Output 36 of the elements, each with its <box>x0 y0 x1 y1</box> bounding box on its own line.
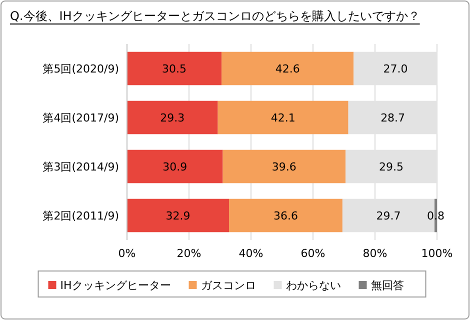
y-tick-label: 第2回(2011/9) <box>42 210 119 222</box>
bar <box>222 150 346 184</box>
data-label: 42.1 <box>270 112 296 124</box>
x-tick-label: 0% <box>118 247 136 260</box>
data-label: 36.6 <box>273 210 298 222</box>
legend-label: わからない <box>286 279 341 292</box>
legend-label: IHクッキングヒーター <box>60 279 171 292</box>
bar <box>222 52 354 86</box>
bar <box>127 52 222 86</box>
chart-title: Q.今後、IHクッキングヒーターとガスコンロのどちらを購入したいですか？ <box>10 9 420 23</box>
data-label: 27.0 <box>383 62 408 76</box>
data-label: 39.6 <box>272 160 296 174</box>
x-tick-label: 100% <box>421 247 453 260</box>
legend-label: 無回答 <box>370 279 404 292</box>
data-label: 29.3 <box>160 112 185 124</box>
x-tick-label: 60% <box>300 247 326 260</box>
data-label: 42.6 <box>275 62 300 76</box>
data-label: 32.9 <box>166 210 190 222</box>
x-tick-label: 40% <box>238 247 264 260</box>
bar <box>127 198 229 232</box>
data-label: 0.8 <box>427 210 445 222</box>
bar <box>218 100 348 134</box>
x-tick-label: 20% <box>176 247 202 260</box>
bar <box>127 150 223 184</box>
bar <box>228 198 342 232</box>
data-label: 30.5 <box>162 62 187 76</box>
y-tick-label: 第3回(2014/9) <box>42 160 119 174</box>
y-tick-label: 第5回(2020/9) <box>42 62 119 76</box>
data-label: 30.9 <box>162 160 188 174</box>
x-tick-label: 80% <box>362 247 388 260</box>
data-label: 29.7 <box>376 210 401 222</box>
bar <box>127 100 218 134</box>
legend-label: ガスコンロ <box>200 279 256 292</box>
y-tick-label: 第4回(2017/9) <box>42 112 119 124</box>
data-label: 28.7 <box>380 112 406 124</box>
data-label: 29.5 <box>379 160 404 174</box>
